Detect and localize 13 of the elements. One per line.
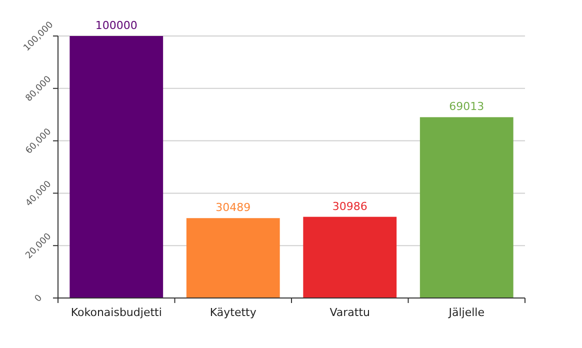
y-tick-label: 0 [33,293,45,304]
x-tick-label: Jäljelle [448,306,485,319]
data-label: 30489 [216,201,251,214]
x-tick-label: Varattu [330,306,370,319]
data-label: 69013 [449,100,484,114]
data-label: 30986 [332,200,368,213]
bar [303,216,397,298]
bar [70,36,164,298]
data-label: 100000 [95,19,138,32]
bar [186,218,280,298]
bar [420,117,514,298]
x-tick-label: Kokonaisbudjetti [70,306,162,319]
x-tick-label: Käytetty [210,306,257,319]
